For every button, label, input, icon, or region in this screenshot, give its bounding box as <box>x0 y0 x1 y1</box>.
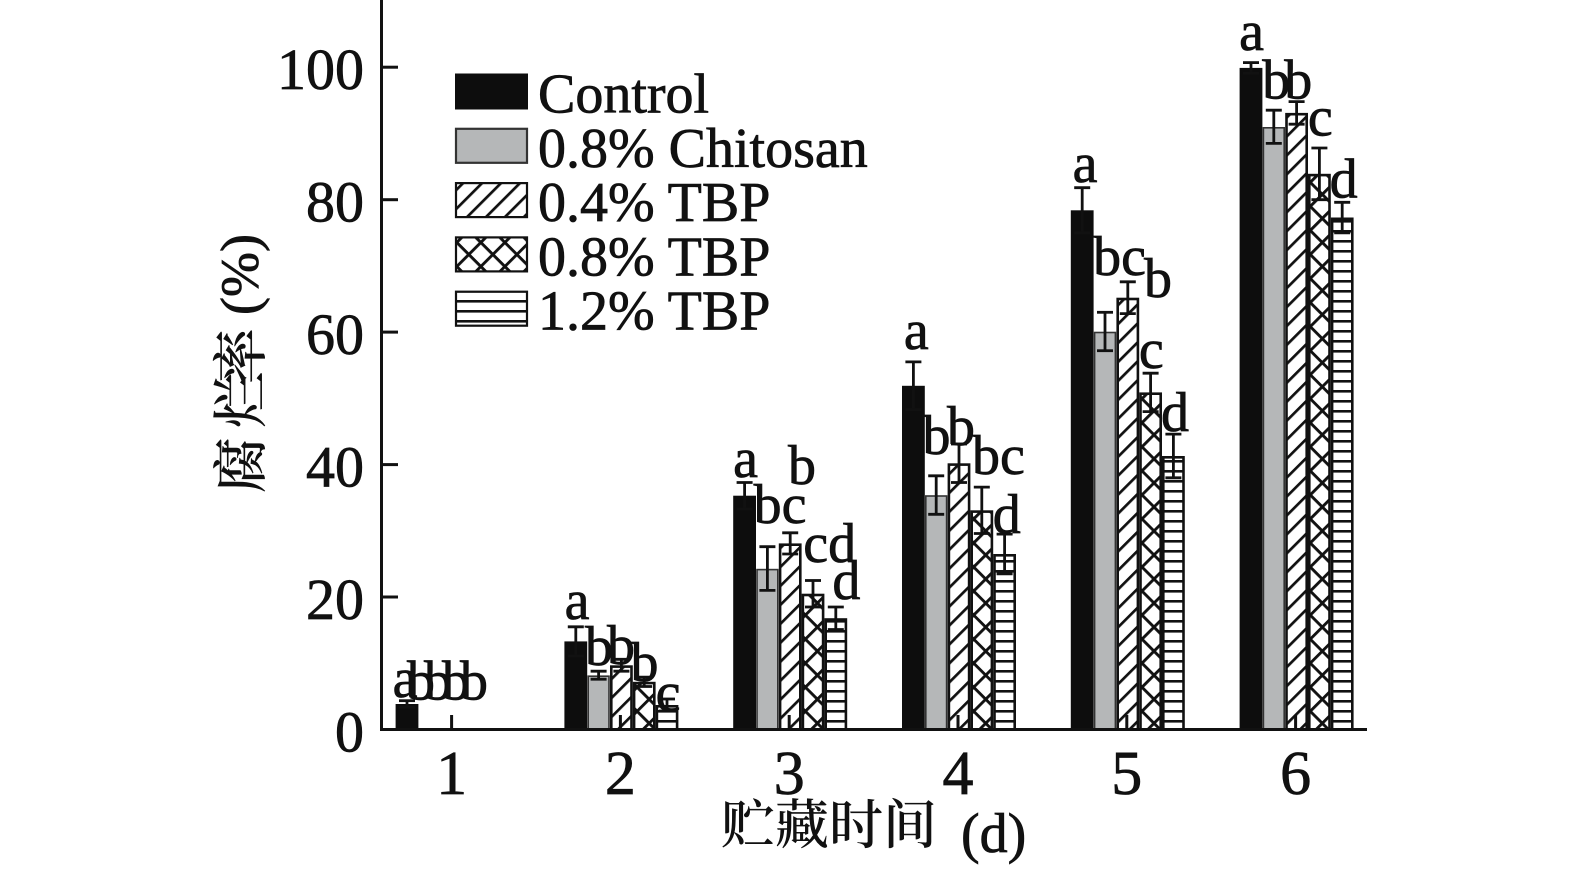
svg-text:b: b <box>424 651 452 713</box>
svg-text:d: d <box>1161 382 1189 444</box>
svg-text:100: 100 <box>277 37 364 102</box>
svg-text:0: 0 <box>335 700 364 765</box>
svg-text:0.8% TBP: 0.8% TBP <box>538 226 770 288</box>
svg-text:a: a <box>393 648 418 710</box>
svg-text:b: b <box>1284 49 1312 111</box>
svg-text:b: b <box>460 651 488 713</box>
svg-text:a: a <box>733 428 758 490</box>
svg-text:20: 20 <box>306 567 364 632</box>
svg-text:bc: bc <box>1093 226 1146 288</box>
svg-text:a: a <box>565 570 590 632</box>
svg-text:0.8% Chitosan: 0.8% Chitosan <box>538 118 868 180</box>
svg-text:bc: bc <box>754 474 807 536</box>
svg-text:80: 80 <box>306 170 364 235</box>
svg-text:bc: bc <box>972 425 1025 487</box>
svg-text:4: 4 <box>943 740 974 808</box>
svg-text:cd: cd <box>803 513 856 575</box>
svg-text:40: 40 <box>306 435 364 500</box>
svg-text:c: c <box>656 662 681 724</box>
svg-text:a: a <box>904 300 929 362</box>
svg-text:b: b <box>607 615 635 677</box>
svg-text:b: b <box>923 405 951 467</box>
svg-text:c: c <box>1308 87 1333 149</box>
svg-text:b: b <box>947 396 975 458</box>
svg-text:0.4% TBP: 0.4% TBP <box>538 172 770 234</box>
svg-text:b: b <box>631 632 659 694</box>
svg-text:1: 1 <box>436 740 467 808</box>
svg-text:b: b <box>585 616 613 678</box>
svg-text:3: 3 <box>774 740 805 808</box>
svg-text:d: d <box>1330 148 1358 210</box>
svg-text:d: d <box>993 484 1021 546</box>
svg-text:d: d <box>832 550 860 612</box>
svg-text:b: b <box>1262 49 1290 111</box>
svg-text:(%): (%) <box>210 234 270 315</box>
svg-text:b: b <box>1144 248 1172 310</box>
svg-text:(d): (d) <box>961 803 1026 865</box>
svg-text:b: b <box>407 651 435 713</box>
svg-text:b: b <box>442 651 470 713</box>
svg-text:5: 5 <box>1111 740 1142 808</box>
svg-text:1.2% TBP: 1.2% TBP <box>538 281 770 343</box>
svg-text:Control: Control <box>538 64 709 126</box>
svg-text:6: 6 <box>1280 740 1311 808</box>
svg-text:b: b <box>788 435 816 497</box>
svg-text:a: a <box>1239 1 1264 63</box>
svg-text:2: 2 <box>605 740 636 808</box>
svg-text:c: c <box>1139 319 1164 381</box>
svg-text:a: a <box>1073 133 1098 195</box>
svg-text:60: 60 <box>306 302 364 367</box>
